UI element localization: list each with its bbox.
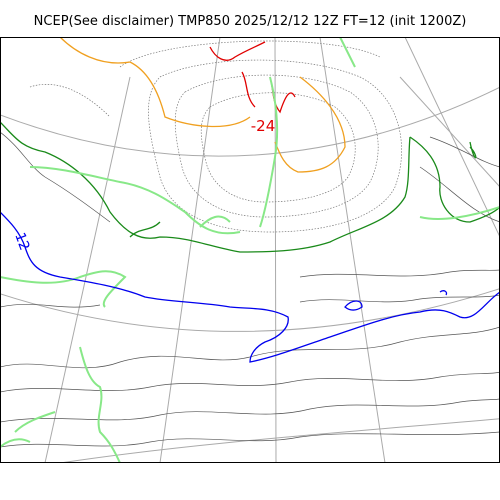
light-green-contour: [0, 37, 500, 463]
green-contour: [0, 121, 500, 253]
temperature-map: -24 12: [0, 37, 500, 463]
contour-label-12: 12: [11, 231, 32, 253]
chart-title: NCEP(See disclaimer) TMP850 2025/12/12 1…: [33, 14, 467, 29]
lat-lon-grid: [0, 37, 500, 463]
blue-contour: [0, 211, 500, 363]
thin-contours: [0, 131, 500, 448]
dotted-contours: [29, 40, 402, 233]
orange-contour: [59, 37, 346, 173]
map-background: [0, 37, 500, 463]
contour-label-minus24: -24: [251, 117, 276, 135]
